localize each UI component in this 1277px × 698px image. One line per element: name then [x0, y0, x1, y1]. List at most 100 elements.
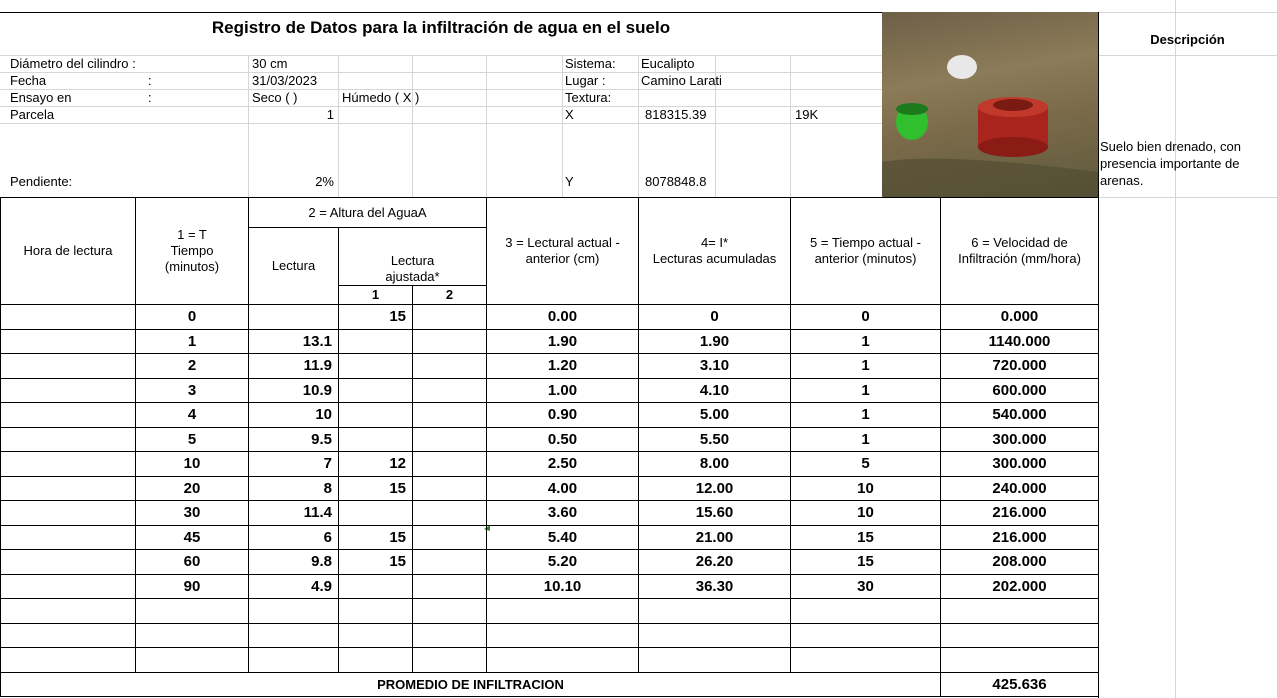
- table-cell: [411, 573, 488, 599]
- info-value: 2%: [315, 174, 334, 189]
- header-cell: 2: [411, 285, 488, 305]
- header-cell: Lectura: [248, 227, 339, 305]
- table-cell: [338, 426, 413, 452]
- table-cell: [411, 328, 488, 354]
- table-cell: 1: [790, 402, 942, 428]
- table-cell: 1.00: [486, 377, 640, 403]
- sheet-title: Registro de Datos para la infiltración d…: [211, 18, 671, 37]
- table-cell: [0, 426, 136, 452]
- table-cell: [0, 475, 136, 501]
- info-label: Parcela: [10, 107, 55, 122]
- table-cell: 6: [248, 524, 339, 550]
- header-cell: 6 = Velocidad de Infiltración (mm/hora): [940, 197, 1100, 305]
- table-row: 4 10 0.90 5.00 1 540.000: [0, 402, 1100, 428]
- site-label: Sistema:: [565, 56, 616, 71]
- table-cell: 1.90: [638, 328, 792, 354]
- table-cell: 1: [790, 328, 942, 354]
- table-cell: 20: [135, 475, 249, 501]
- table-row: 0 15 0.00 0 0 0.000: [0, 304, 1100, 330]
- table-cell: 15: [790, 549, 942, 575]
- table-cell: [411, 500, 488, 526]
- info-label: Fecha: [10, 73, 47, 88]
- table-cell: [0, 328, 136, 354]
- table-row: 2 11.9 1.20 3.10 1 720.000: [0, 353, 1100, 379]
- table-cell: [486, 647, 640, 673]
- table-cell: 10: [790, 500, 942, 526]
- site-label: Lugar :: [565, 73, 606, 88]
- header-cell: 1 = T Tiempo (minutos): [135, 197, 249, 305]
- table-cell: [248, 304, 339, 330]
- table-cell: [338, 402, 413, 428]
- table-cell: [248, 647, 339, 673]
- header-cell: 5 = Tiempo actual - anterior (minutos): [790, 197, 942, 305]
- table-cell: [338, 647, 413, 673]
- table-cell: [135, 622, 249, 648]
- header-cell: 3 = Lectural actual - anterior (cm): [486, 197, 640, 305]
- header-cell: Lectura ajustada*: [337, 227, 488, 286]
- table-cell: 1: [135, 328, 249, 354]
- site-value: Eucalipto: [641, 56, 695, 71]
- table-cell: 9.8: [248, 549, 339, 575]
- table-row: [0, 622, 1100, 648]
- table-cell: [0, 573, 136, 599]
- table-cell: 3: [135, 377, 249, 403]
- table-cell: [0, 451, 136, 477]
- table-cell: [248, 598, 339, 624]
- site-value: Camino Larati: [641, 73, 722, 88]
- table-cell: 4.10: [638, 377, 792, 403]
- table-cell: 15: [338, 304, 413, 330]
- table-cell: 216.000: [940, 524, 1100, 550]
- table-cell: [0, 500, 136, 526]
- table-cell: [638, 622, 792, 648]
- table-cell: [338, 598, 413, 624]
- info-label: Ensayo en: [10, 90, 72, 105]
- site-label: Y: [565, 174, 574, 189]
- table-cell: 202.000: [940, 573, 1100, 599]
- table-row: PROMEDIO DE INFILTRACION 425.636: [0, 671, 1100, 697]
- table-cell: 2.50: [486, 451, 640, 477]
- table-cell: 30: [135, 500, 249, 526]
- table-cell: 3.10: [638, 353, 792, 379]
- table-row: 60 9.8 15 5.20 26.20 15 208.000: [0, 549, 1100, 575]
- table-cell: [0, 377, 136, 403]
- site-label: X: [565, 107, 574, 122]
- table-cell: [338, 573, 413, 599]
- header-cell: 4= I* Lecturas acumuladas: [638, 197, 792, 305]
- table-row: 3 10.9 1.00 4.10 1 600.000: [0, 377, 1100, 403]
- table-cell: [638, 647, 792, 673]
- table-cell: 45: [135, 524, 249, 550]
- table-cell: 10: [248, 402, 339, 428]
- table-row: [0, 598, 1100, 624]
- table-cell: 11.4: [248, 500, 339, 526]
- table-cell: [0, 647, 136, 673]
- table-row: 10 7 12 2.50 8.00 5 300.000: [0, 451, 1100, 477]
- table-cell: [338, 328, 413, 354]
- table-cell: [411, 377, 488, 403]
- table-cell: [0, 549, 136, 575]
- description-header: Descripción: [1150, 32, 1225, 47]
- table-cell: 15: [338, 475, 413, 501]
- table-cell: 10: [135, 451, 249, 477]
- table-cell: 15.60: [638, 500, 792, 526]
- info-label: Diámetro del cilindro :: [10, 56, 136, 71]
- info-value: Húmedo ( X ): [342, 90, 420, 105]
- table-row: 45 6 15 5.40 21.00 15 216.000: [0, 524, 1100, 550]
- data-table: Hora de lectura 1 = T Tiempo (minutos) 2…: [0, 197, 1100, 697]
- table-cell: [411, 647, 488, 673]
- table-cell: 11.9: [248, 353, 339, 379]
- table-cell: [411, 475, 488, 501]
- table-cell: [940, 622, 1100, 648]
- table-cell: 10.9: [248, 377, 339, 403]
- table-cell: [411, 353, 488, 379]
- table-cell: 13.1: [248, 328, 339, 354]
- table-cell: [411, 549, 488, 575]
- site-value: 8078848.8: [645, 174, 707, 189]
- table-cell: 90: [135, 573, 249, 599]
- table-cell: [411, 402, 488, 428]
- table-cell: 1140.000: [940, 328, 1100, 354]
- table-cell: [790, 598, 942, 624]
- table-cell: [790, 622, 942, 648]
- table-cell: [0, 622, 136, 648]
